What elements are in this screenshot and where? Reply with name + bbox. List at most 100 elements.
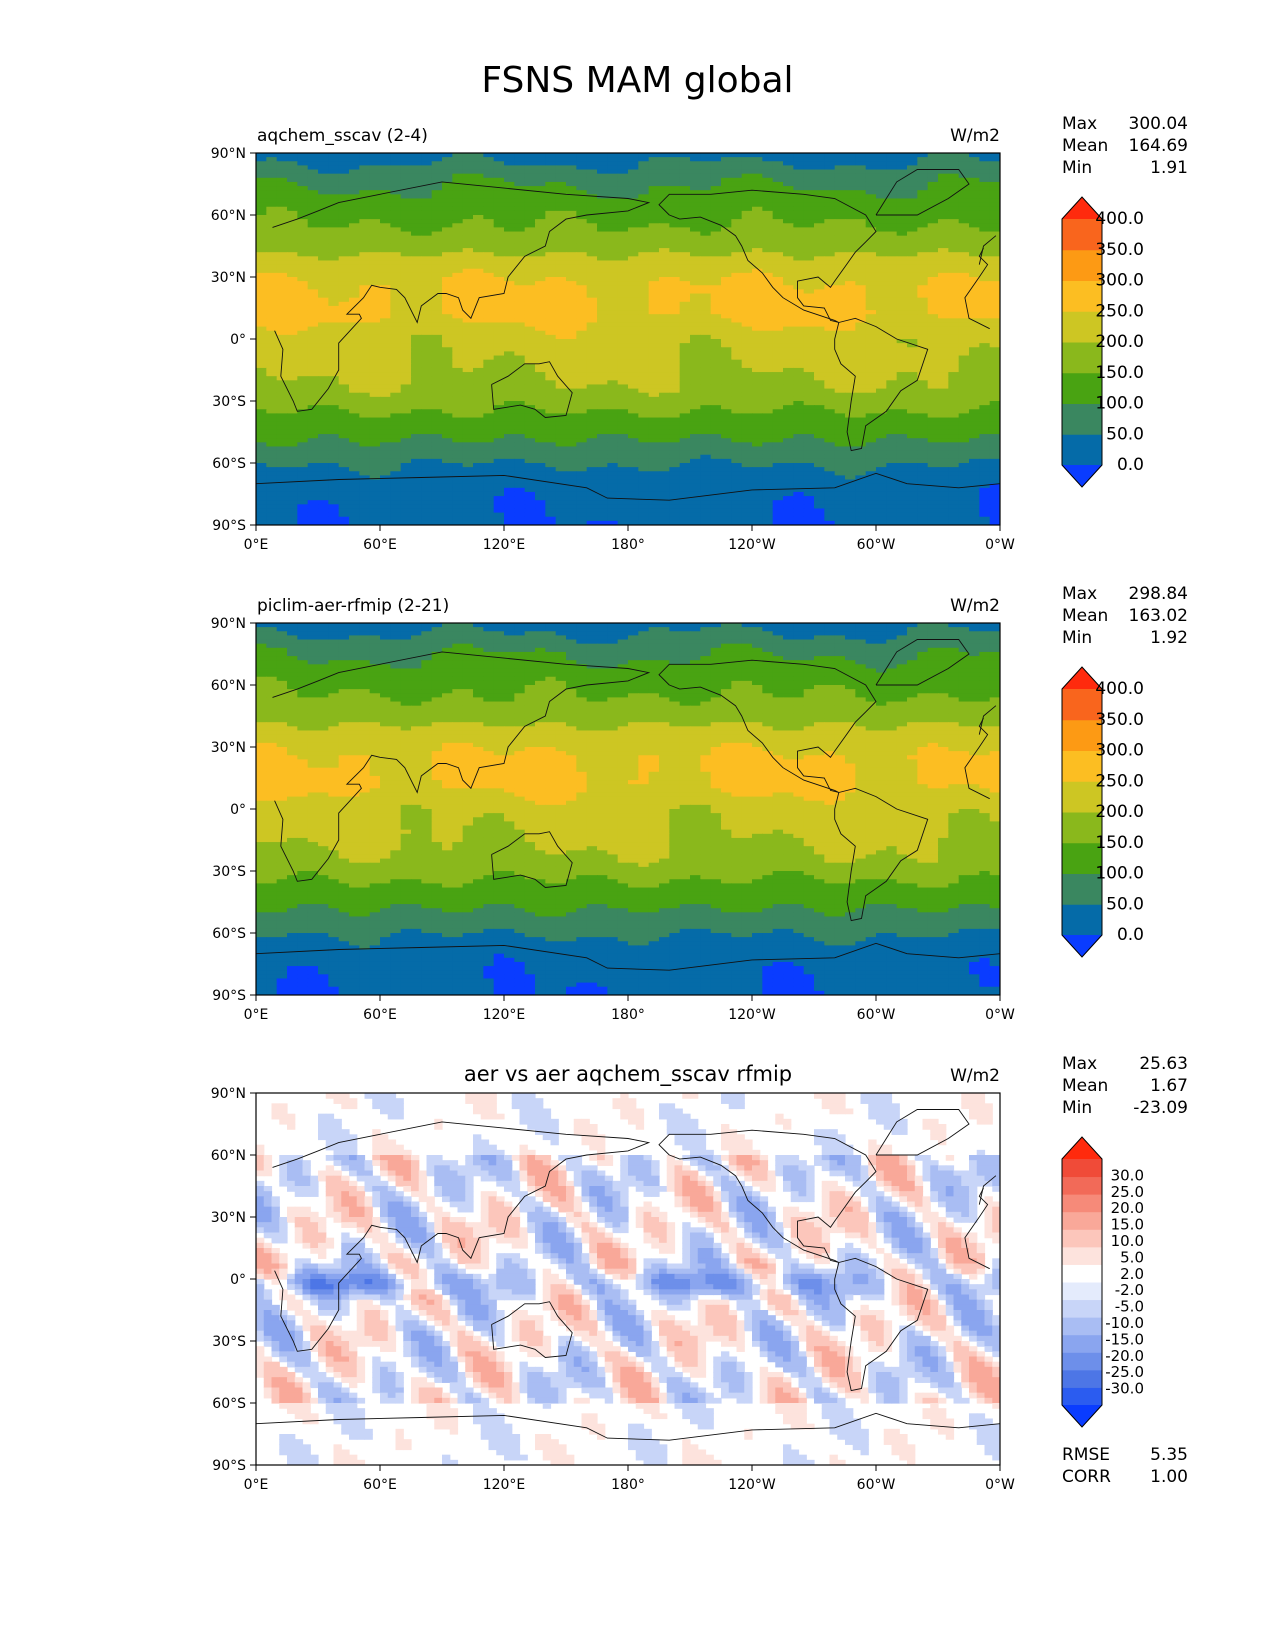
field-cell — [958, 355, 970, 361]
field-cell — [617, 318, 629, 324]
field-cell — [421, 190, 433, 195]
field-cell — [752, 198, 763, 204]
field-cell — [969, 401, 980, 406]
field-cell — [762, 239, 774, 245]
field-cell — [297, 277, 309, 282]
field-cell — [411, 239, 422, 245]
field-cell — [380, 231, 391, 237]
field-cell — [493, 409, 505, 414]
field-cell — [493, 372, 505, 377]
field-cell — [979, 434, 991, 439]
field-cell — [679, 322, 691, 328]
field-cell — [462, 243, 474, 249]
field-cell — [855, 297, 867, 303]
field-cell — [772, 206, 784, 212]
field-cell — [390, 318, 402, 324]
field-cell — [762, 177, 774, 183]
field-cell — [659, 305, 670, 311]
field-cell — [958, 334, 970, 340]
field-cell — [369, 198, 381, 204]
field-cell — [297, 339, 309, 344]
field-cell — [824, 281, 836, 286]
field-cell — [793, 231, 805, 237]
field-cell — [338, 405, 350, 410]
field-cell — [679, 210, 691, 216]
field-cell — [793, 347, 805, 352]
field-cell — [648, 235, 660, 241]
field-cell — [411, 181, 422, 187]
field-cell — [855, 301, 867, 307]
field-cell — [462, 285, 474, 290]
field-cell — [318, 409, 329, 414]
field-cell — [803, 194, 815, 200]
field-cell — [566, 243, 577, 249]
field-cell — [938, 161, 949, 166]
field-cell — [690, 153, 701, 158]
field-cell — [318, 396, 329, 402]
field-cell — [741, 186, 753, 191]
field-cell — [473, 363, 484, 369]
field-cell — [473, 165, 484, 171]
field-cell — [607, 396, 619, 402]
field-cell — [731, 326, 743, 332]
field-cell — [659, 161, 670, 166]
field-cell — [803, 413, 815, 419]
field-cell — [514, 210, 526, 216]
field-cell — [938, 417, 949, 423]
field-cell — [328, 190, 340, 195]
field-cell — [793, 281, 805, 286]
field-cell — [679, 305, 691, 311]
field-cell — [576, 429, 588, 435]
field-cell — [917, 401, 929, 406]
field-cell — [834, 372, 846, 377]
field-cell — [586, 326, 598, 332]
field-cell — [576, 281, 588, 286]
field-cell — [359, 301, 371, 307]
field-cell — [617, 326, 629, 332]
field-cell — [669, 243, 681, 249]
field-cell — [597, 260, 608, 266]
field-cell — [865, 359, 877, 365]
field-cell — [710, 429, 722, 435]
field-cell — [814, 322, 825, 328]
field-cell — [555, 206, 567, 212]
field-cell — [390, 256, 402, 262]
field-cell — [566, 293, 577, 299]
field-cell — [400, 169, 412, 175]
field-cell — [845, 388, 856, 394]
field-cell — [989, 293, 1000, 299]
field-cell — [958, 153, 970, 158]
field-cell — [741, 405, 753, 410]
field-cell — [452, 388, 464, 394]
field-cell — [876, 231, 887, 237]
field-cell — [721, 186, 732, 191]
field-cell — [948, 181, 960, 187]
field-cell — [452, 322, 464, 328]
field-cell — [369, 268, 381, 274]
field-cell — [452, 334, 464, 340]
field-cell — [607, 330, 619, 336]
field-cell — [700, 297, 712, 303]
field-cell — [411, 293, 422, 299]
field-cell — [576, 177, 588, 183]
field-cell — [824, 260, 836, 266]
field-cell — [669, 231, 681, 237]
field-cell — [648, 223, 660, 228]
field-cell — [535, 413, 546, 419]
field-cell — [896, 169, 908, 175]
field-cell — [400, 190, 412, 195]
field-cell — [369, 210, 381, 216]
field-cell — [989, 417, 1000, 423]
field-cell — [762, 334, 774, 340]
field-cell — [617, 425, 629, 431]
field-cell — [886, 310, 898, 315]
field-cell — [380, 248, 391, 253]
field-cell — [927, 239, 939, 245]
field-cell — [700, 318, 712, 324]
field-cell — [545, 186, 557, 191]
field-cell — [586, 297, 598, 303]
field-cell — [462, 231, 474, 237]
field-cell — [886, 314, 898, 319]
field-cell — [369, 227, 381, 233]
field-cell — [524, 322, 536, 328]
